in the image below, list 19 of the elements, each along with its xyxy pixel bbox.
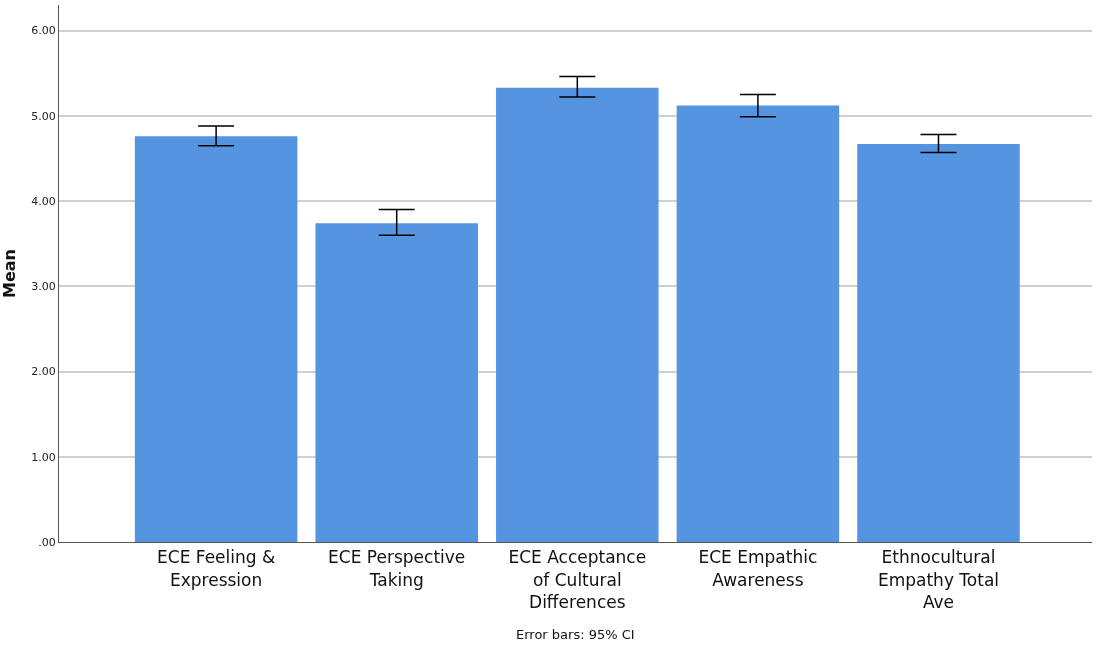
bar (857, 143, 1020, 542)
y-tick-label: 6.00 (31, 24, 56, 38)
y-axis-title: Mean (0, 249, 19, 298)
y-tick-label: 4.00 (31, 194, 56, 208)
x-tick-label: ECE Acceptance of Cultural Differences (508, 547, 647, 612)
bar (496, 87, 659, 542)
y-tick-label: 2.00 (31, 365, 56, 379)
y-tick-label: 1.00 (31, 450, 56, 464)
bar (134, 136, 298, 542)
x-tick-label: ECE Empathic Awareness (698, 547, 818, 590)
x-tick-label: Ethnocultural Empathy Total Ave (877, 547, 1000, 612)
x-tick-label: ECE Perspective Taking (328, 547, 466, 590)
y-tick-label: 3.00 (31, 280, 56, 294)
y-tick-label: .00 (38, 535, 56, 549)
bar (676, 105, 840, 542)
bar (315, 223, 478, 542)
text: Error bars: 95% CI (516, 627, 635, 642)
x-tick-label: ECE Feeling & Expression (157, 547, 276, 590)
y-tick-label: 5.00 (31, 109, 56, 123)
